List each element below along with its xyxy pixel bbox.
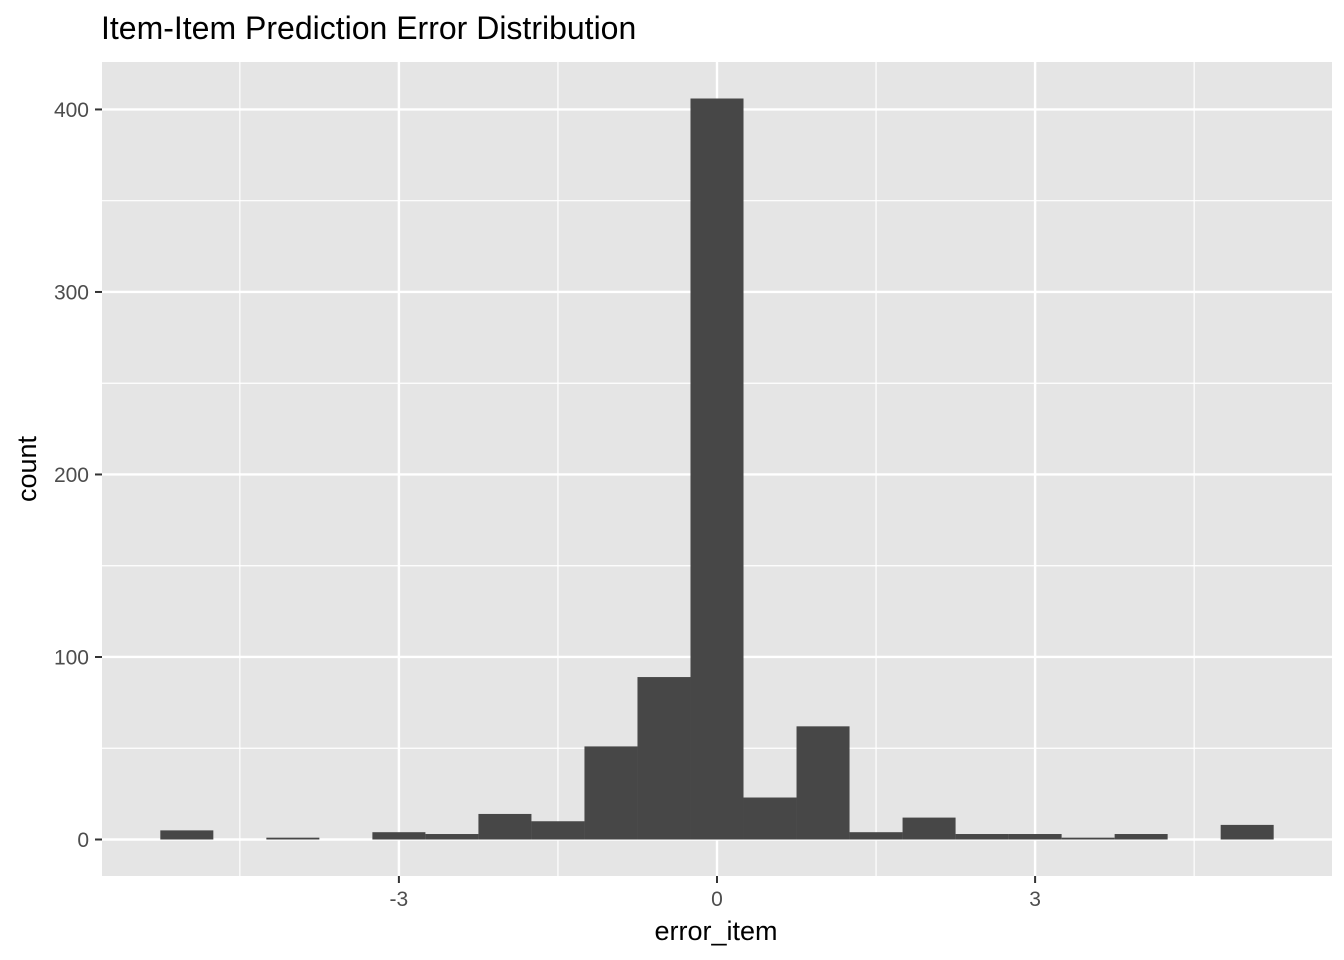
y-tick-label: 100 (54, 646, 89, 669)
histogram-bar (690, 98, 744, 840)
histogram-bar (743, 797, 797, 840)
x-tick-label: -3 (390, 888, 409, 911)
histogram-bar (478, 813, 532, 840)
histogram-bar (372, 832, 426, 840)
x-tick-label: 3 (1029, 888, 1041, 911)
histogram-bar (266, 837, 320, 840)
histogram-bar (425, 834, 479, 840)
histogram-bar (902, 817, 956, 840)
histogram-bar (955, 834, 1009, 840)
histogram-bars (160, 98, 1274, 840)
histogram-bar (796, 726, 850, 840)
histogram-bar (1220, 824, 1274, 840)
histogram-bar (1114, 834, 1168, 840)
histogram-bar (160, 830, 214, 840)
histogram-bar (1061, 837, 1115, 840)
y-tick-label: 400 (54, 99, 89, 122)
x-tick-label: 0 (711, 888, 723, 911)
histogram-bar (637, 677, 691, 840)
x-axis-title: error_item (654, 916, 777, 946)
histogram-bar (1008, 834, 1062, 840)
y-tick-label: 0 (77, 829, 89, 852)
y-axis: 0 100 200 300 400 (54, 99, 102, 852)
y-axis-title: count (12, 435, 42, 502)
histogram-bar (531, 821, 585, 840)
chart-title: Item-Item Prediction Error Distribution (101, 10, 636, 46)
histogram-bar (584, 746, 638, 840)
histogram-bar (849, 832, 903, 840)
x-axis: -3 0 3 (390, 876, 1041, 911)
y-tick-label: 300 (54, 281, 89, 304)
y-tick-label: 200 (54, 464, 89, 487)
